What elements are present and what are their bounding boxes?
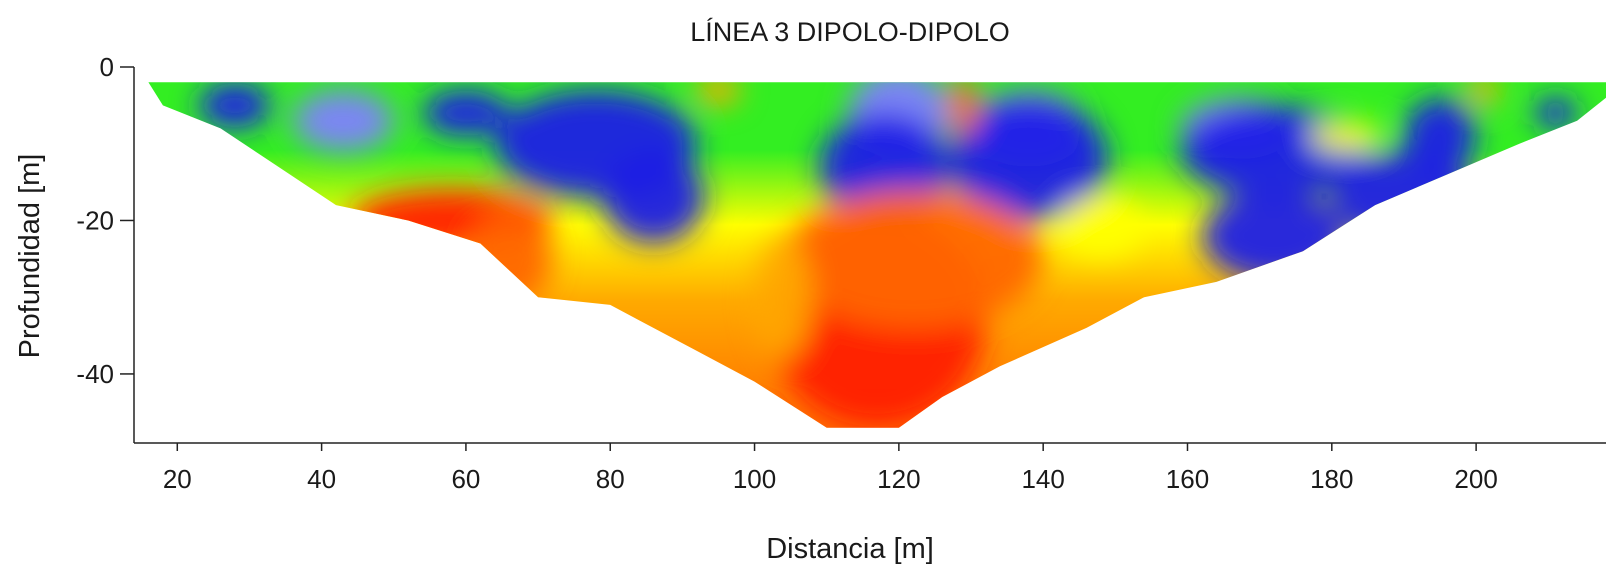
heatmap-anomaly-0 (292, 90, 394, 152)
x-tick-label-200: 200 (1454, 464, 1497, 494)
resistivity-heatmap (148, 82, 1606, 428)
heatmap-anomaly-8 (949, 97, 1109, 221)
heatmap-anomaly-14 (1533, 97, 1578, 129)
heatmap-anomaly-12 (1331, 151, 1477, 244)
heatmap-anomaly-24 (1057, 197, 1145, 259)
y-tick-label--20: -20 (76, 205, 114, 235)
y-tick-label-0: 0 (100, 52, 114, 82)
x-tick-label-120: 120 (877, 464, 920, 494)
y-tick-label--40: -40 (76, 359, 114, 389)
x-tick-label-60: 60 (451, 464, 480, 494)
chart-title: LÍNEA 3 DIPOLO-DIPOLO (690, 17, 1010, 47)
heatmap-anomaly-22 (1468, 82, 1498, 106)
x-tick-label-180: 180 (1310, 464, 1353, 494)
heatmap-anomaly-1 (198, 82, 272, 129)
heatmap-anomaly-21 (696, 82, 741, 106)
heatmap-anomaly-20 (949, 82, 979, 137)
heatmap-anomaly-19 (754, 235, 813, 359)
heatmap-anomaly-18 (783, 189, 1044, 328)
axes (133, 67, 1606, 444)
heatmap-anomaly-4 (603, 151, 704, 244)
x-tick-label-100: 100 (733, 464, 776, 494)
x-tick-label-140: 140 (1021, 464, 1064, 494)
x-tick-label-80: 80 (596, 464, 625, 494)
x-axis-label: Distancia [m] (766, 533, 934, 565)
y-axis-ticks: 0 -20 -40 (76, 52, 134, 389)
heatmap-anomaly-23 (1310, 120, 1383, 152)
x-tick-label-160: 160 (1166, 464, 1209, 494)
heatmap-anomaly-16 (465, 212, 553, 305)
x-tick-label-20: 20 (163, 464, 192, 494)
y-axis-label: Profundidad [m] (14, 154, 46, 359)
heatmap-anomaly-13 (1201, 189, 1347, 282)
x-axis-ticks: 20 40 60 80 100 120 140 160 180 200 (163, 443, 1498, 494)
heatmap-anomaly-2 (422, 90, 510, 136)
x-tick-label-40: 40 (307, 464, 336, 494)
